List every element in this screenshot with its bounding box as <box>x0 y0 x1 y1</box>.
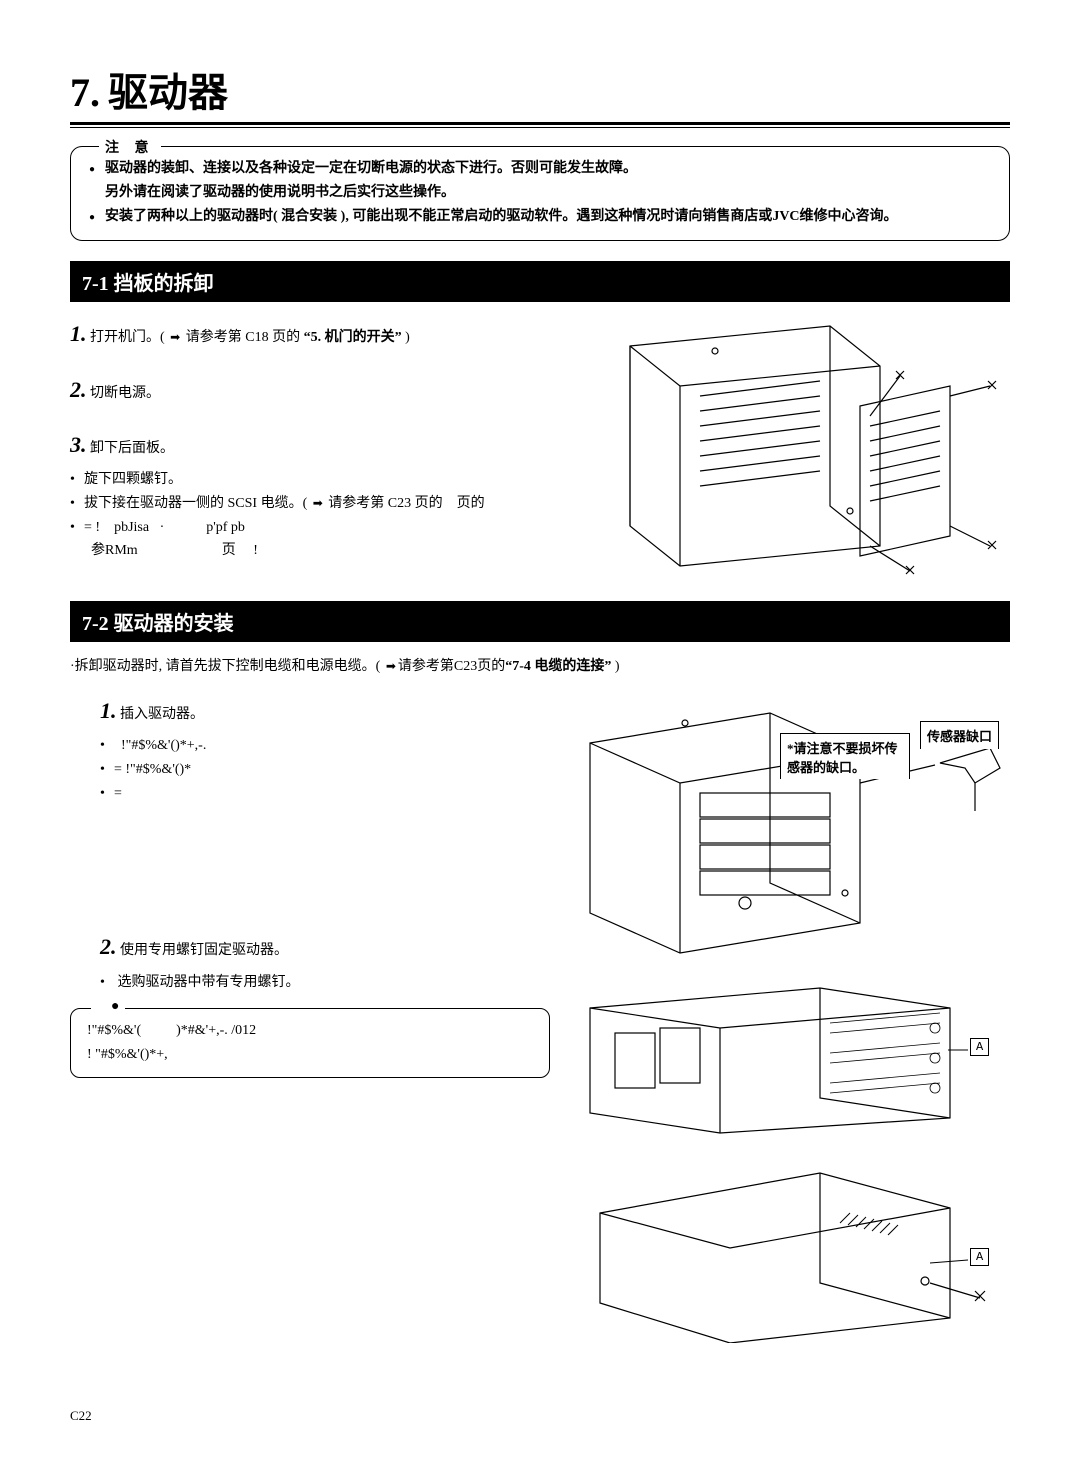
callout-a-1: A <box>970 1038 989 1056</box>
s3s3f: 页 <box>222 543 236 558</box>
sb1a: !"#$%&'( <box>87 1023 141 1038</box>
step3-num: 3. <box>70 432 87 457</box>
n72a: ·拆卸驱动器时, 请首先拔下控制电缆和电源电缆。( <box>70 659 384 674</box>
fig-insert-drive: *请注意不要损坏传感器的缺口。 传感器缺口 <box>570 693 1010 963</box>
n72c: “7-4 电缆的连接” <box>505 659 611 674</box>
smallbox-content: !"#$%&'( )*#&'+,-. /012 ! "#$%&'()*+, <box>87 1019 533 1067</box>
s72-1-num: 1. <box>100 698 117 723</box>
sec71-fig-col <box>570 316 1010 601</box>
s72s21: 选购驱动器中带有专用螺钉。 <box>118 975 300 990</box>
s72-1-sub2: = !"#$%&'()* <box>100 758 550 782</box>
arrow-icon <box>311 496 325 511</box>
notice-box: 注 意 驱动器的装卸、连接以及各种设定一定在切断电源的状态下进行。否则可能发生故… <box>70 146 1010 241</box>
page-footer: C22 <box>70 1408 1010 1424</box>
step3-sub3: = ! pbJisa · p'pf pb 参RMm 页 ! <box>70 516 550 564</box>
sec71-step3: 3. 卸下后面板。 旋下四颗螺钉。 拔下接在驱动器一侧的 SCSI 电缆。( 请… <box>70 427 550 563</box>
callout-sensor-notch: 传感器缺口 <box>920 721 999 749</box>
title-underline <box>70 127 1010 128</box>
title-text: 驱动器 <box>108 60 228 118</box>
s3s3d: p'pf pb <box>206 520 245 535</box>
step1-num: 1. <box>70 321 87 346</box>
sec72-fig-col: *请注意不要损坏传感器的缺口。 传感器缺口 <box>570 693 1010 1348</box>
s72s1: !"#$%&'()*+,-. <box>121 738 206 753</box>
notice-item-2: 安装了两种以上的驱动器时( 混合安装 ), 可能出现不能正常启动的驱动软件。遇到… <box>89 205 991 229</box>
s3s2c: 页的 <box>457 496 485 511</box>
sblbldot: ● <box>111 999 119 1014</box>
smallbox-label: ● <box>91 999 125 1015</box>
sec72-text-col: 1. 插入驱动器。 !"#$%&'()*+,-. = !"#$%&'()* = … <box>70 693 550 1348</box>
section-7-1-bar: 7-1 挡板的拆卸 <box>70 261 1010 302</box>
s72-1-sublist: !"#$%&'()*+,-. = !"#$%&'()* = <box>100 734 550 805</box>
callout-sensor-warning: *请注意不要损坏传感器的缺口。 <box>780 733 910 779</box>
s72-2-sublist: 选购驱动器中带有专用螺钉。 <box>100 971 550 995</box>
n72b: 请参考第C23页的 <box>398 659 505 674</box>
s72s2: = !"#$%&'()* <box>114 762 191 777</box>
notice-list: 驱动器的装卸、连接以及各种设定一定在切断电源的状态下进行。否则可能发生故障。 另… <box>89 157 991 228</box>
s3s3g: ! <box>253 543 258 558</box>
fig-screw-detail: A <box>570 1153 1010 1343</box>
s72-2-txt: 使用专用螺钉固定驱动器。 <box>120 943 288 958</box>
step1-text-b: 请参考第 C18 页的 <box>182 330 303 345</box>
arrow-icon <box>168 330 182 345</box>
s72-1-txt: 插入驱动器。 <box>120 707 204 722</box>
notice-label: 注 意 <box>99 137 161 157</box>
section-7-2-bar: 7-2 驱动器的安装 <box>70 601 1010 642</box>
arrow-icon <box>384 659 398 674</box>
step3-sub1: 旋下四颗螺钉。 <box>70 468 550 492</box>
step2-text: 切断电源。 <box>90 386 160 401</box>
s72-1-sub3: = <box>100 782 550 806</box>
sec71-step2: 2. 切断电源。 <box>70 372 550 407</box>
sb2: ! "#$%&'()*+, <box>87 1047 168 1062</box>
s3s3c: · <box>160 520 165 535</box>
small-notice-box: ● !"#$%&'( )*#&'+,-. /012 ! "#$%&'()*+, <box>70 1008 550 1078</box>
step3-sublist: 旋下四颗螺钉。 拔下接在驱动器一侧的 SCSI 电缆。( 请参考第 C23 页的… <box>70 468 550 563</box>
sec71-step1: 1. 打开机门。( 请参考第 C18 页的 “5. 机门的开关” ) <box>70 316 550 351</box>
fig-drive-bay: A <box>570 978 1010 1138</box>
callout-a-2: A <box>970 1248 989 1266</box>
s3s3a: = ! <box>84 520 100 535</box>
title-number: 7. <box>70 69 100 116</box>
step1-text-d: ) <box>402 330 410 345</box>
s72-2-num: 2. <box>100 934 117 959</box>
step1-text-a: 打开机门。( <box>90 330 168 345</box>
s3s2b: 请参考第 C23 页的 <box>325 496 443 511</box>
s3s3b: pbJisa <box>114 520 149 535</box>
step3-text: 卸下后面板。 <box>90 441 174 456</box>
s72-2-sub1: 选购驱动器中带有专用螺钉。 <box>100 971 550 995</box>
step1-text-c: “5. 机门的开关” <box>304 330 402 345</box>
step2-num: 2. <box>70 377 87 402</box>
page-title: 7. 驱动器 <box>70 60 1010 125</box>
s72s3: = <box>114 786 122 801</box>
n72d: ) <box>611 659 619 674</box>
sb1b: )*#&'+,-. /012 <box>176 1023 256 1038</box>
fig-rear-panel <box>570 316 1010 596</box>
s3s3e: 参RMm <box>91 543 138 558</box>
step3-sub2: 拔下接在驱动器一侧的 SCSI 电缆。( 请参考第 C23 页的 页的 <box>70 492 550 516</box>
sec72-step2: 2. 使用专用螺钉固定驱动器。 选购驱动器中带有专用螺钉。 <box>100 929 550 994</box>
s72-1-sub1: !"#$%&'()*+,-. <box>100 734 550 758</box>
sec71-text-col: 1. 打开机门。( 请参考第 C18 页的 “5. 机门的开关” ) 2. 切断… <box>70 316 550 601</box>
s3s2a: 拔下接在驱动器一侧的 SCSI 电缆。( <box>84 496 311 511</box>
notice-item-1: 驱动器的装卸、连接以及各种设定一定在切断电源的状态下进行。否则可能发生故障。 另… <box>89 157 991 205</box>
sec72-note: ·拆卸驱动器时, 请首先拔下控制电缆和电源电缆。( 请参考第C23页的“7-4 … <box>70 656 1010 678</box>
sec72-step1: 1. 插入驱动器。 !"#$%&'()*+,-. = !"#$%&'()* = <box>100 693 550 806</box>
